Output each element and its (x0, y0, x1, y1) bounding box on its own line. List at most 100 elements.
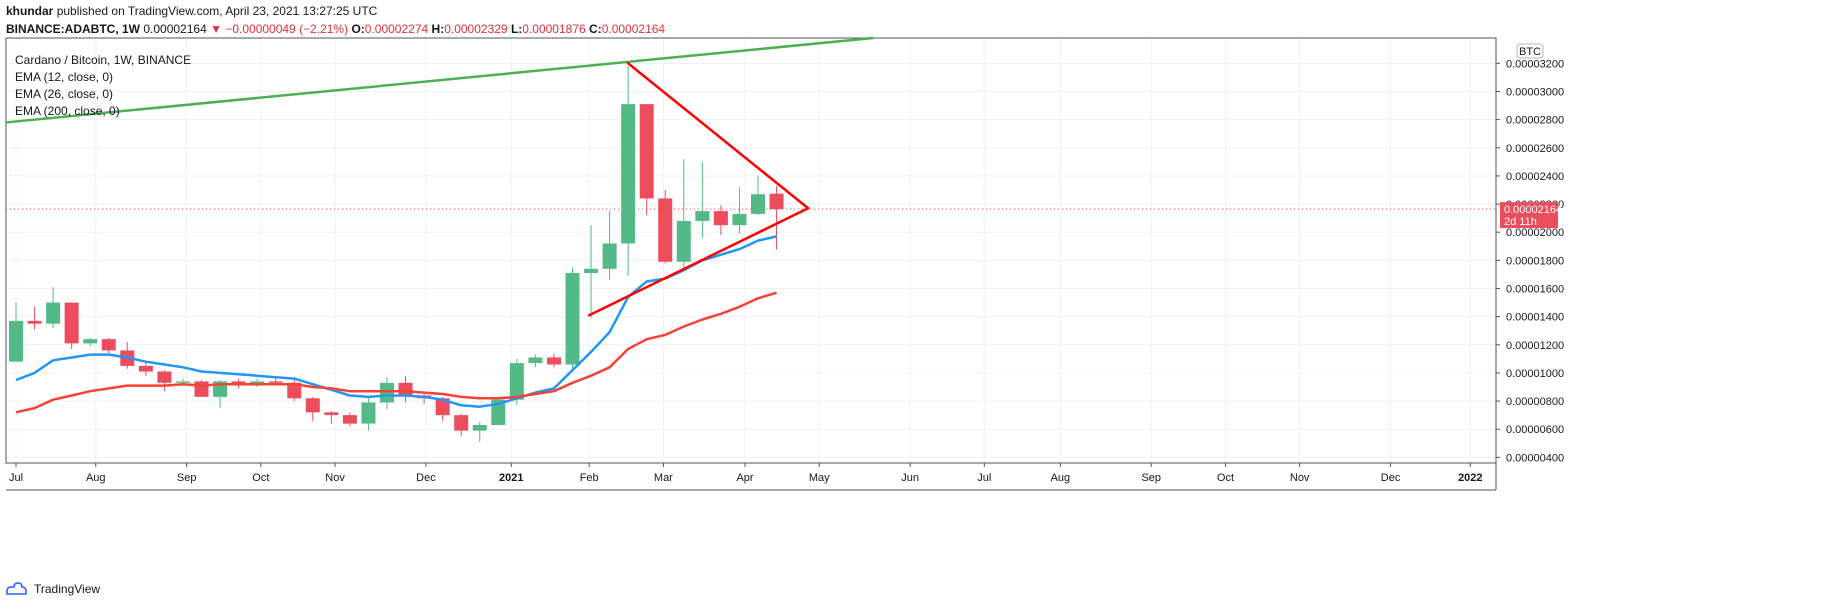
candle-body (695, 211, 710, 221)
candle-body (435, 398, 450, 416)
y-tick-label: 0.00002800 (1506, 115, 1564, 127)
y-tick-label: 0.00003000 (1506, 86, 1564, 98)
y-tick-label: 0.00002400 (1506, 171, 1564, 183)
candle-body (46, 302, 61, 324)
candle-body (713, 211, 728, 226)
candle-body (621, 104, 636, 244)
y-tick-label: 0.00002000 (1506, 227, 1564, 239)
y-tick-label: 0.00001400 (1506, 312, 1564, 324)
y-tick-label: 0.00001000 (1506, 368, 1564, 380)
y-tick-label: 0.00001800 (1506, 255, 1564, 267)
candle-body (491, 399, 506, 426)
x-tick-label: Nov (325, 472, 345, 484)
x-tick-label: Jun (901, 472, 919, 484)
close-label: C: (589, 22, 602, 36)
price-label-countdown: 2d 11h (1504, 216, 1537, 228)
tradingview-footer[interactable]: TradingView (6, 582, 100, 596)
x-tick-label: Sep (1141, 472, 1161, 484)
symbol-line: BINANCE:ADABTC, 1W 0.00002164 ▼ −0.00000… (6, 22, 665, 36)
last-price: 0.00002164 (143, 22, 207, 36)
candle-body (584, 268, 599, 274)
publish-info: published on TradingView.com, April 23, … (56, 4, 378, 18)
candle-body (324, 412, 339, 416)
candle-body (528, 357, 543, 364)
x-tick-label: Aug (86, 472, 106, 484)
trendline-1 (626, 62, 810, 210)
x-tick-label: Jul (9, 472, 23, 484)
currency-badge-label: BTC (1519, 46, 1541, 58)
x-tick-label: Dec (416, 472, 436, 484)
candle-body (101, 339, 116, 351)
low-value: 0.00001876 (522, 22, 586, 36)
candle-body (546, 357, 561, 365)
candles (9, 66, 784, 442)
x-tick-label: Sep (177, 472, 197, 484)
candle-body (380, 382, 394, 403)
candle-body (361, 402, 376, 424)
open-value: 0.00002274 (364, 22, 429, 36)
y-tick-label: 0.00001600 (1506, 283, 1564, 295)
candle-body (305, 398, 320, 413)
open-label: O: (351, 22, 365, 36)
candle-body (751, 194, 765, 214)
chart-legend: Cardano / Bitcoin, 1W, BINANCE EMA (12, … (15, 52, 191, 120)
candle-body (602, 243, 617, 269)
footer-brand: TradingView (34, 582, 101, 596)
trendline-2 (587, 207, 810, 317)
currency-badge (1516, 43, 1544, 59)
legend-ema12[interactable]: EMA (12, close, 0) (15, 70, 114, 84)
y-tick-label: 0.00002600 (1506, 143, 1564, 155)
x-tick-label: Mar (654, 472, 673, 484)
y-tick-label: 0.00000800 (1506, 396, 1564, 408)
candle-body (398, 382, 413, 396)
x-tick-label: Dec (1381, 472, 1401, 484)
close-value: 0.00002164 (601, 22, 666, 36)
candle-body (454, 415, 469, 431)
tradingview-logo-icon (6, 582, 27, 595)
x-tick-label: 2022 (1458, 472, 1482, 484)
y-tick-label: 0.00000400 (1506, 452, 1564, 464)
candle-body (175, 381, 190, 383)
candle-body (565, 273, 580, 365)
candle-body (342, 415, 357, 424)
author-name[interactable]: khundar (6, 4, 54, 18)
publish-line: khundar published on TradingView.com, Ap… (6, 4, 377, 18)
candle-body (157, 371, 172, 383)
down-arrow-icon: ▼ (210, 22, 222, 36)
candle-body (138, 365, 153, 372)
symbol-name: BINANCE:ADABTC, 1W (6, 22, 140, 36)
legend-ema26[interactable]: EMA (26, close, 0) (15, 87, 114, 101)
x-tick-label: Oct (252, 472, 269, 484)
candle-body (9, 320, 23, 362)
x-tick-label: Aug (1051, 472, 1071, 484)
x-tick-label: Jul (977, 472, 991, 484)
candle-body (83, 339, 98, 344)
candle-body (268, 381, 283, 383)
candle-body (732, 213, 747, 226)
x-tick-label: 2021 (499, 472, 523, 484)
y-tick-label: 0.00001200 (1506, 340, 1564, 352)
candle-body (287, 382, 302, 399)
price-change: −0.00000049 (−2.21%) (225, 22, 349, 36)
candle-body (658, 198, 673, 262)
candle-body (472, 425, 487, 431)
high-label: H: (431, 22, 445, 36)
price-label-value: 0.00002164 (1504, 204, 1562, 216)
candle-body (639, 104, 654, 199)
legend-ema200[interactable]: EMA (200, close, 0) (15, 104, 120, 118)
candle-body (509, 363, 524, 400)
x-tick-label: Nov (1290, 472, 1310, 484)
x-tick-label: Feb (580, 472, 599, 484)
low-label: L: (510, 22, 523, 36)
ema26-line (15, 291, 777, 414)
candle-body (676, 220, 691, 262)
ema12-line (15, 235, 777, 408)
candle-body (27, 320, 42, 324)
y-tick-label: 0.00000600 (1506, 424, 1564, 436)
x-tick-label: May (809, 472, 830, 484)
high-value: 0.00002329 (444, 22, 508, 36)
y-tick-label: 0.00003200 (1506, 58, 1564, 70)
candle-body (769, 193, 784, 210)
candle-body (194, 381, 209, 397)
